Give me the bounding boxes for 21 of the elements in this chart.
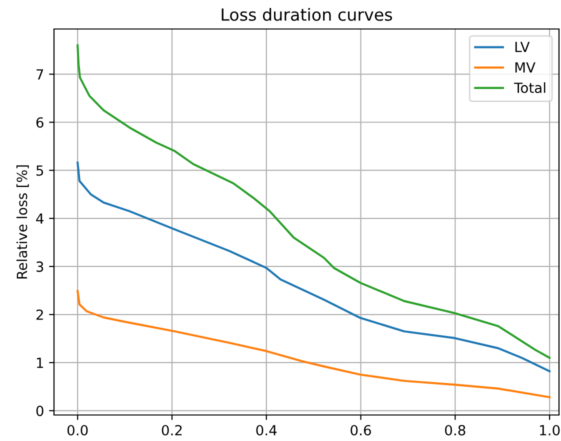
chart-title: Loss duration curves: [222, 8, 392, 21]
y-axis-title: Relative loss [%]: [16, 165, 29, 278]
line-series: [76, 290, 551, 398]
legend-label: Total: [514, 82, 546, 94]
y-tick-label: 7: [36, 69, 44, 80]
y-tick-label: 6: [36, 117, 44, 128]
x-tick-label: 0.6: [350, 424, 371, 436]
y-tick-label: 5: [36, 165, 44, 176]
y-tick-label: 4: [36, 214, 44, 224]
y-tick-label: 3: [36, 261, 44, 272]
y-tick-label: 2: [36, 310, 43, 320]
x-tick-label: 0.8: [445, 424, 466, 436]
x-tick-label: 0.2: [162, 424, 182, 436]
line-series: [76, 162, 551, 372]
y-tick-label: 0: [36, 406, 44, 416]
x-tick-label: 1.0: [540, 424, 560, 436]
legend-label: LV: [515, 42, 530, 52]
legend-label: MV: [515, 62, 536, 72]
x-tick-label: 0.4: [256, 424, 277, 436]
y-tick-label: 1: [36, 358, 43, 368]
x-tick-label: 0.0: [67, 424, 88, 436]
